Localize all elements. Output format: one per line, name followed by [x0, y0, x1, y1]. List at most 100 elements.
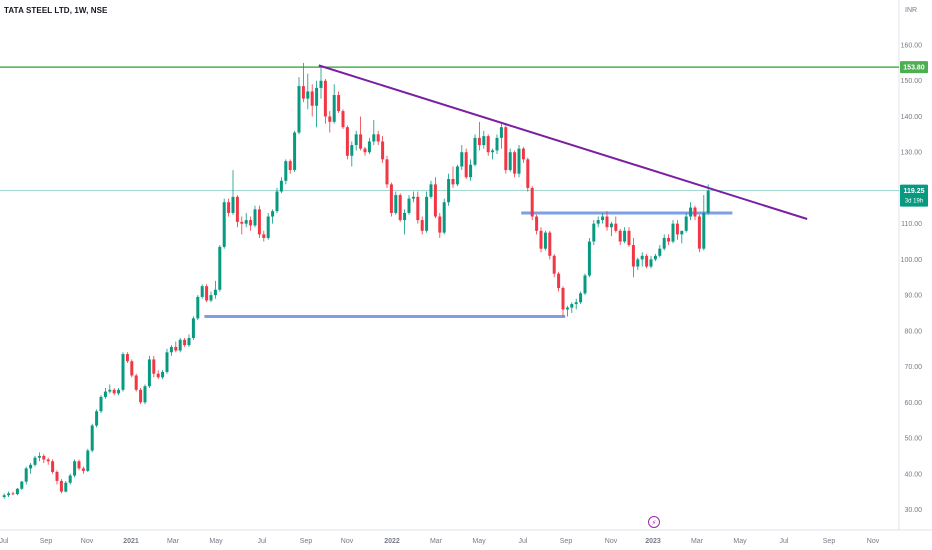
candle-body: [310, 91, 314, 106]
candle-body: [161, 371, 165, 378]
candle: [583, 273, 587, 296]
candle: [693, 205, 697, 221]
candle-body: [579, 293, 583, 303]
time-tick-label: 2022: [384, 538, 400, 545]
time-tick-label: May: [472, 538, 486, 545]
candle-body: [667, 237, 671, 242]
candle-body: [235, 196, 239, 222]
price-tick-label: 160.00: [901, 43, 923, 50]
candle-body: [174, 346, 178, 351]
candle-body: [495, 137, 499, 151]
candle-body: [240, 221, 244, 224]
candle-body: [275, 191, 279, 212]
candle-body: [130, 361, 134, 376]
candle-body: [319, 80, 323, 88]
candle: [59, 479, 63, 494]
candle-body: [297, 86, 301, 133]
candle-body: [90, 425, 94, 451]
candle-body: [59, 480, 63, 492]
candle-body: [482, 136, 486, 146]
candle: [161, 370, 165, 380]
candle: [121, 352, 125, 392]
candle: [103, 388, 107, 399]
candle-body: [24, 468, 28, 482]
time-tick-label: Sep: [823, 538, 836, 545]
trendline[interactable]: [318, 64, 808, 220]
candle-body: [587, 241, 591, 276]
candle: [231, 170, 235, 215]
candle-body: [442, 202, 446, 233]
candle-body: [526, 159, 530, 188]
candle: [205, 284, 209, 303]
candle: [513, 150, 517, 178]
candle: [200, 284, 204, 299]
price-tick-label: 100.00: [901, 257, 923, 264]
candle: [420, 216, 424, 235]
candle: [46, 457, 50, 465]
candle-body: [429, 184, 433, 197]
candle-body: [266, 216, 270, 238]
candle-body: [249, 220, 253, 226]
candle: [570, 302, 574, 313]
candle: [7, 491, 11, 497]
candle-body: [631, 245, 635, 267]
time-axis[interactable]: Jul Sep Nov 2021 Mar May Jul Sep Nov 2022 Mar May Ju…: [0, 538, 880, 545]
candle: [411, 191, 415, 203]
candle-body: [662, 237, 666, 249]
candle-body: [411, 196, 415, 199]
candle: [614, 216, 618, 233]
candle: [29, 463, 33, 474]
candle: [90, 423, 94, 453]
candle-body: [684, 216, 688, 231]
candle: [486, 134, 490, 156]
candle: [631, 237, 635, 278]
candle-body: [284, 161, 288, 181]
price-tick-label: 130.00: [901, 150, 923, 157]
candle-body: [7, 493, 11, 496]
candle-body: [376, 134, 380, 142]
candle-body: [359, 134, 363, 149]
candle: [636, 257, 640, 271]
candle: [345, 125, 349, 160]
candle: [244, 212, 248, 228]
candle: [561, 286, 565, 317]
candle-body: [504, 127, 508, 171]
candle-body: [420, 220, 424, 231]
candle: [183, 337, 187, 347]
candle: [706, 184, 710, 215]
candle-body: [169, 346, 173, 353]
candle: [640, 252, 644, 267]
candle-body: [517, 148, 521, 174]
candle-body: [702, 212, 706, 249]
candle: [574, 298, 578, 310]
candle: [601, 212, 605, 224]
price-tick-label: 50.00: [904, 436, 922, 443]
candle: [315, 80, 319, 128]
candle-body: [539, 230, 543, 249]
candle-body: [306, 91, 310, 99]
price-axis[interactable]: 160.00150.00140.00130.00120.00110.00100.…: [901, 43, 923, 514]
candle-body: [451, 178, 455, 185]
candle-body: [2, 495, 6, 497]
candle-body: [601, 216, 605, 221]
candle: [288, 159, 292, 174]
candle: [469, 159, 473, 181]
candle: [33, 455, 37, 467]
candle-body: [363, 148, 367, 153]
candle: [658, 245, 662, 258]
candle-body: [689, 207, 693, 217]
candle-body: [86, 450, 90, 471]
candle-body: [407, 198, 411, 213]
candle-body: [583, 275, 587, 294]
candle-body: [328, 116, 332, 122]
time-tick-label: May: [733, 538, 747, 545]
lightning-icon[interactable]: ⚡: [648, 516, 660, 528]
candle-body: [332, 95, 336, 122]
candle-body: [262, 234, 266, 238]
candle: [385, 155, 389, 188]
candle: [323, 78, 327, 124]
candle-body: [143, 386, 147, 403]
candle: [152, 355, 156, 378]
candle: [702, 195, 706, 251]
